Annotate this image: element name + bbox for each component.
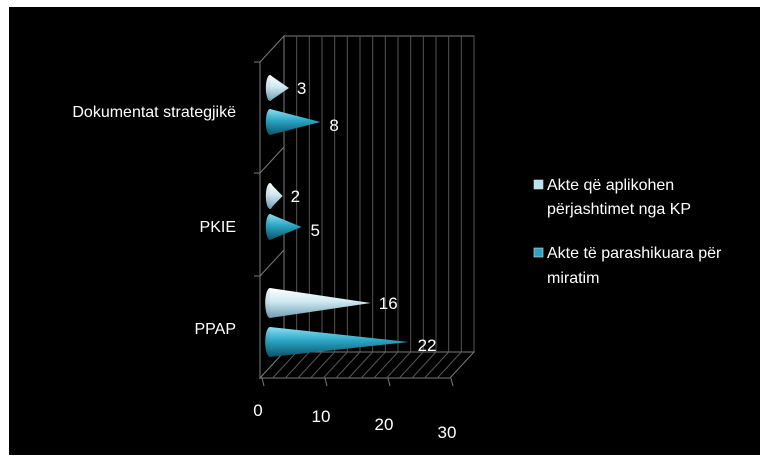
cone-base: [265, 109, 275, 135]
cone-body: [270, 75, 289, 101]
category-separator: [259, 249, 285, 277]
floor-gridline: [348, 351, 374, 379]
floor-gridline: [398, 351, 424, 379]
floor-gridline: [436, 351, 462, 379]
legend-label: përjashtimet nga KP: [547, 201, 691, 218]
data-label: 3: [297, 79, 306, 98]
cone-series-front: [265, 327, 409, 357]
data-label: 22: [418, 336, 437, 355]
cone-series-rear: [265, 288, 371, 318]
data-label: 2: [291, 187, 300, 206]
floor-gridline: [322, 351, 348, 379]
cone-body: [270, 109, 321, 135]
cone-series-front: [265, 109, 321, 135]
cone-series-rear: [265, 75, 289, 101]
legend-label: Akte që aplikohen: [547, 177, 674, 194]
floor: [258, 351, 476, 379]
floor-gridline: [386, 351, 412, 379]
cone-series-front: [265, 214, 302, 240]
legend-label: Akte të parashikuara për: [547, 245, 722, 262]
floor-gridline: [272, 351, 298, 379]
data-label: 16: [379, 294, 398, 313]
floor-gridline: [310, 351, 336, 379]
category-label: PPAP: [195, 321, 237, 338]
legend-label: miratim: [547, 270, 599, 287]
category-separator: [259, 146, 285, 174]
floor-gridline: [424, 351, 450, 379]
floor-gridline: [411, 351, 437, 379]
data-label: 5: [311, 221, 320, 240]
data-label: 8: [329, 116, 338, 135]
cone-base: [265, 327, 275, 357]
legend-swatch: [533, 247, 544, 258]
floor-gridline: [297, 351, 323, 379]
floor-gridline: [335, 351, 361, 379]
floor-gridline: [284, 351, 310, 379]
floor-gridline: [360, 351, 386, 379]
legend-swatch: [533, 179, 544, 190]
cone-base: [265, 183, 275, 209]
cone-base: [265, 288, 275, 318]
x-tick-label: 30: [438, 423, 457, 442]
cone-series-rear: [265, 183, 283, 209]
cone-body: [270, 214, 302, 240]
x-tick: [261, 377, 265, 387]
x-tick-label: 20: [375, 415, 394, 434]
x-tick: [387, 377, 391, 387]
category-label: Dokumentat strategjikë: [72, 104, 236, 121]
floor-gridline: [373, 351, 399, 379]
cone-base: [265, 75, 275, 101]
cone-body: [270, 288, 371, 318]
x-tick-label: 10: [312, 407, 331, 426]
x-tick: [450, 377, 454, 387]
cone-base: [265, 214, 275, 240]
category-label: PKIE: [200, 219, 236, 236]
cone-body: [270, 327, 409, 357]
x-tick-label: 0: [253, 401, 262, 420]
x-tick: [324, 377, 328, 387]
